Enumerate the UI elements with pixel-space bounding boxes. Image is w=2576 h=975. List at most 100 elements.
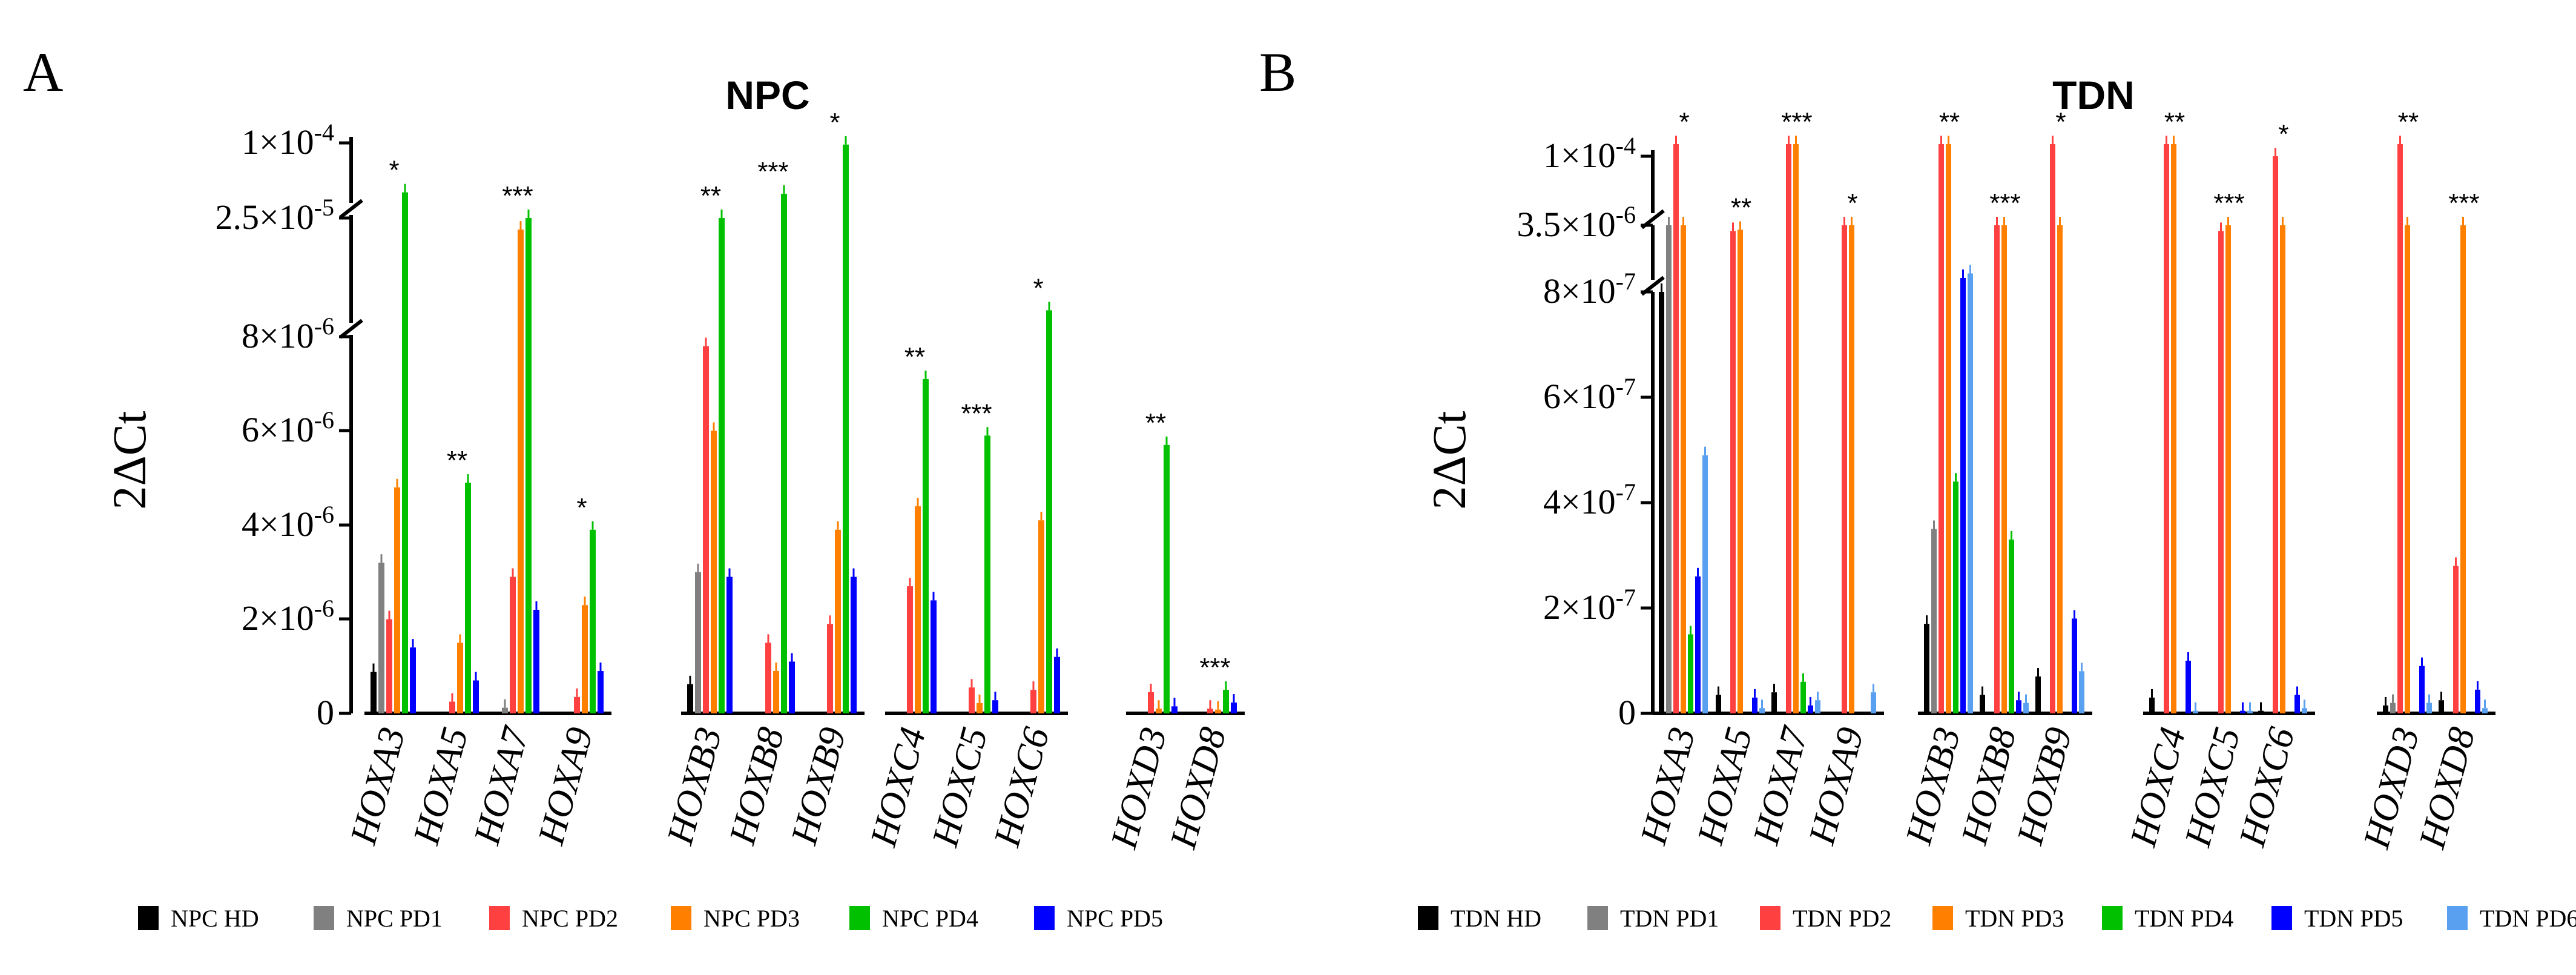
y-tick-label: 2×10-7 [1543, 584, 1636, 627]
y-tick-label: 4×10-7 [1543, 478, 1636, 522]
y-tick-label: 1×10-4 [1543, 132, 1636, 176]
bar-hoxa3-npc-hd [371, 672, 377, 713]
bar-hoxd8-tdn-pd6 [2482, 708, 2488, 713]
bar-hoxb3-tdn-pd4 [1953, 481, 1958, 713]
bar-hoxb9-npc-pd2 [827, 624, 833, 713]
legend-label: TDN PD4 [2135, 905, 2233, 932]
bar-hoxa7-npc-pd4 [525, 218, 532, 713]
significance-mark: * [389, 156, 399, 185]
significance-mark: *** [2448, 188, 2479, 218]
bar-hoxb3-npc-pd5 [726, 577, 733, 713]
bar-hoxd8-npc-pd2 [1207, 709, 1213, 713]
bar-hoxb8-tdn-pd5 [2016, 700, 2021, 713]
y-tick-label: 6×10-6 [242, 406, 334, 450]
bar-hoxa3-tdn-hd [1659, 292, 1664, 713]
x-tick-label: HOXC5 [924, 723, 996, 851]
bar-hoxb8-tdn-hd [1980, 695, 1985, 713]
bar-hoxd8-tdn-hd [2439, 700, 2444, 713]
bar-hoxb3-tdn-pd3 [1946, 144, 1951, 713]
bar-hoxb9-tdn-pd3 [2057, 225, 2063, 713]
bar-hoxc4-tdn-hd [2149, 697, 2155, 713]
legend-swatch [2102, 906, 2123, 930]
x-tick-label: HOXD8 [1162, 723, 1234, 853]
legend-label: TDN HD [1451, 905, 1541, 932]
bar-hoxc6-npc-pd2 [1030, 690, 1036, 713]
bar-hoxa3-tdn-pd5 [1695, 576, 1701, 713]
bar-hoxb9-tdn-pd5 [2072, 618, 2077, 713]
bar-hoxa5-tdn-hd [1716, 695, 1721, 713]
significance-mark: ** [447, 446, 467, 475]
bar-hoxc6-tdn-pd3 [2280, 225, 2285, 713]
bar-hoxd8-tdn-pd2 [2453, 566, 2459, 713]
bar-hoxb8-tdn-pd4 [2009, 539, 2014, 713]
x-tick-label: HOXC4 [863, 723, 934, 851]
bar-hoxb9-npc-pd5 [851, 577, 857, 713]
bar-hoxc5-npc-pd4 [984, 435, 990, 713]
legend-label: NPC HD [171, 905, 259, 932]
legend-swatch [314, 906, 334, 930]
bar-hoxa5-npc-pd4 [465, 483, 471, 713]
bar-hoxb3-tdn-pd2 [1939, 144, 1944, 713]
bar-hoxc5-npc-pd3 [977, 702, 983, 713]
significance-mark: *** [961, 398, 992, 428]
bar-hoxc5-tdn-pd6 [2247, 710, 2253, 713]
bar-hoxa3-tdn-pd3 [1681, 225, 1686, 713]
x-tick-label: HOXA9 [530, 723, 601, 849]
y-tick-label: 8×10-7 [1543, 268, 1636, 311]
bar-hoxb3-npc-pd4 [719, 218, 725, 713]
significance-mark: * [1847, 188, 1857, 218]
bar-hoxc6-npc-pd5 [1054, 656, 1060, 713]
legend-label: NPC PD5 [1067, 905, 1163, 932]
bar-hoxa9-tdn-pd3 [1849, 225, 1854, 713]
legend-swatch [671, 906, 691, 930]
significance-mark: * [2055, 107, 2066, 137]
bar-hoxa7-npc-pd2 [510, 577, 516, 713]
bar-hoxb9-tdn-hd [2035, 676, 2041, 713]
bar-hoxa3-npc-pd3 [394, 487, 400, 713]
legend-swatch [849, 906, 870, 930]
chart-panel-b: B TDN 2ΔCt 0 2×10-7 4×10-7 6×10-7 8×10-7 3.5×10-… [1259, 41, 2576, 932]
bar-hoxb8-npc-pd4 [781, 193, 787, 713]
bar-hoxc4-npc-pd2 [907, 586, 913, 713]
bar-hoxd3-tdn-pd1 [2390, 702, 2396, 713]
legend-label: NPC PD2 [522, 905, 618, 932]
y-axis-label: 2ΔCt [103, 411, 156, 509]
bar-hoxa7-tdn-pd6 [1815, 700, 1820, 713]
bar-hoxc6-npc-pd4 [1046, 310, 1052, 713]
bar-hoxb3-npc-pd1 [695, 572, 701, 713]
bar-hoxd3-tdn-pd2 [2397, 144, 2403, 713]
bar-hoxd3-npc-pd5 [1171, 706, 1178, 713]
significance-mark: *** [757, 157, 788, 187]
axis-break-mark [339, 319, 363, 339]
significance-mark: * [576, 493, 587, 523]
bar-hoxc5-npc-pd2 [969, 687, 975, 713]
bar-hoxc4-npc-pd4 [923, 378, 929, 713]
bar-hoxb3-npc-hd [687, 684, 693, 713]
bar-hoxa7-npc-pd1 [502, 707, 508, 713]
bar-hoxa3-tdn-pd2 [1673, 144, 1679, 713]
bar-hoxd8-tdn-pd3 [2460, 225, 2466, 713]
significance-mark: ** [904, 342, 925, 372]
bar-hoxa3-tdn-pd4 [1688, 634, 1693, 713]
significance-mark: ** [1939, 107, 1960, 137]
legend-swatch [1760, 906, 1780, 930]
bar-hoxa5-npc-pd5 [473, 680, 479, 713]
bar-hoxa9-tdn-pd2 [1842, 225, 1847, 713]
legend-swatch [1034, 906, 1055, 930]
bar-hoxa7-tdn-pd2 [1786, 144, 1791, 713]
y-axis-label: 2ΔCt [1423, 411, 1475, 509]
bar-hoxc4-tdn-pd3 [2171, 144, 2176, 713]
bar-hoxa7-tdn-pd5 [1808, 705, 1813, 713]
chart-title: TDN [2052, 73, 2135, 117]
bar-hoxd3-tdn-hd [2383, 705, 2388, 713]
y-tick-label: 2×10-6 [242, 595, 334, 638]
bar-hoxc4-npc-pd5 [931, 600, 937, 713]
bar-hoxc5-tdn-pd3 [2225, 225, 2231, 713]
significance-mark: *** [1199, 653, 1230, 682]
legend-label: TDN PD1 [1620, 905, 1719, 932]
bar-hoxb9-tdn-pd2 [2050, 144, 2055, 713]
bar-hoxa5-npc-pd3 [457, 643, 463, 713]
significance-mark: ** [2398, 107, 2419, 137]
bar-hoxa7-npc-pd3 [518, 230, 524, 713]
